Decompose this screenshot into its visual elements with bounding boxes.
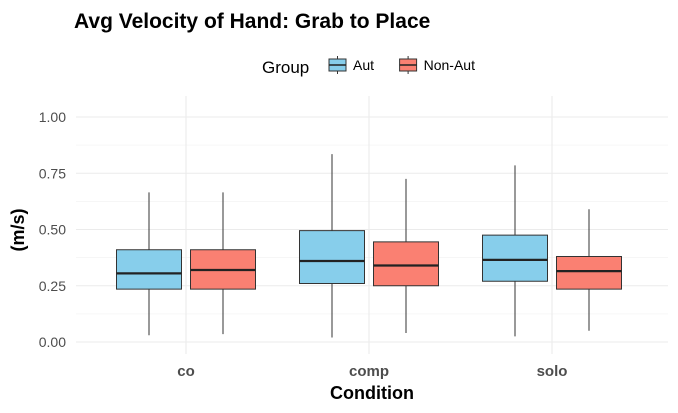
- box-iqr: [482, 234, 548, 282]
- x-tick-label: co: [177, 363, 195, 380]
- legend-item-aut: Aut: [328, 56, 374, 74]
- y-axis-ticks: 0.00 0.25 0.50 0.75 1.00: [39, 109, 66, 350]
- x-tick-label: comp: [349, 363, 389, 380]
- box-non-aut-comp: [373, 178, 439, 333]
- box-aut-comp: [299, 154, 365, 338]
- y-tick-label: 0.00: [39, 334, 66, 350]
- boxes: [116, 154, 622, 338]
- x-tick-label: solo: [537, 363, 568, 380]
- box-aut-co: [116, 192, 182, 336]
- y-tick-label: 0.50: [39, 222, 66, 238]
- x-axis-ticks: co comp solo: [177, 363, 567, 380]
- box-iqr: [299, 230, 365, 284]
- box-iqr: [116, 249, 182, 290]
- grid: [76, 96, 668, 354]
- x-axis-title: Condition: [330, 383, 414, 403]
- legend: Group Aut Non-Aut: [262, 56, 475, 77]
- y-tick-label: 0.25: [39, 278, 66, 294]
- box-iqr: [373, 241, 439, 287]
- box-aut-solo: [482, 165, 548, 337]
- box-iqr: [556, 256, 622, 290]
- chart-title: Avg Velocity of Hand: Grab to Place: [74, 10, 430, 33]
- legend-title: Group: [262, 58, 309, 77]
- y-axis-title: (m/s): [8, 208, 28, 251]
- legend-label: Non-Aut: [424, 57, 475, 73]
- y-tick-label: 1.00: [39, 109, 66, 125]
- box-non-aut-solo: [556, 209, 622, 331]
- box-non-aut-co: [190, 192, 256, 335]
- y-tick-label: 0.75: [39, 165, 66, 181]
- legend-item-non-aut: Non-Aut: [399, 56, 475, 74]
- legend-label: Aut: [353, 57, 374, 73]
